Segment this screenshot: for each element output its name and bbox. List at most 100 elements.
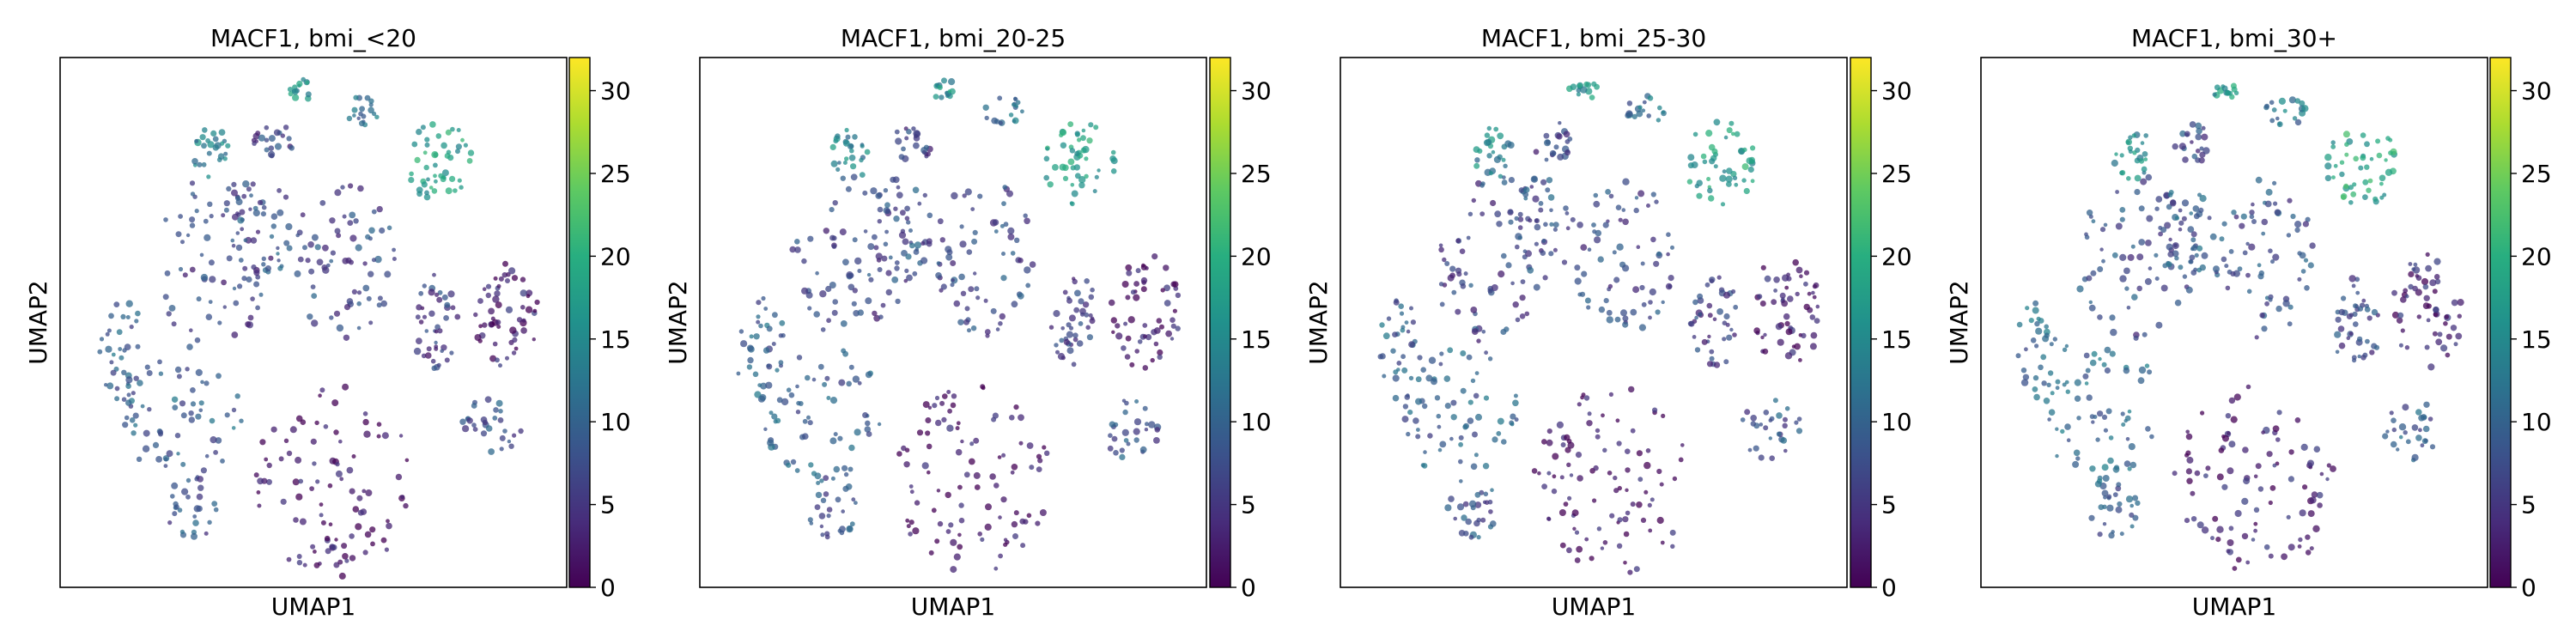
scatter-point	[2375, 138, 2381, 144]
scatter-point	[1400, 325, 1406, 330]
scatter-point	[446, 149, 452, 155]
scatter-point	[137, 380, 143, 386]
scatter-point	[420, 125, 426, 131]
scatter-point	[201, 143, 207, 149]
scatter-point	[2423, 295, 2430, 301]
scatter-point	[1638, 324, 1646, 331]
scatter-point	[881, 255, 888, 262]
scatter-point	[844, 127, 849, 133]
scatter-point	[1054, 343, 1059, 348]
scatter-point	[848, 466, 854, 472]
scatter-point	[125, 376, 133, 384]
scatter-point	[2384, 158, 2388, 162]
scatter-point	[1768, 436, 1772, 440]
scatter-point	[1706, 177, 1711, 181]
colorbar-tick-label: 5	[600, 491, 616, 519]
scatter-point	[1620, 309, 1627, 317]
scatter-point	[1781, 300, 1789, 307]
scatter-point	[347, 220, 354, 226]
scatter-point	[1009, 415, 1015, 421]
scatter-point	[1459, 248, 1466, 255]
colorbar-tick-label: 5	[1881, 491, 1897, 519]
scatter-point	[455, 149, 460, 155]
scatter-point	[1071, 190, 1078, 197]
scatter-point	[1160, 288, 1165, 293]
scatter-point	[431, 188, 438, 194]
scatter-point	[2131, 294, 2138, 301]
scatter-point	[428, 185, 434, 190]
scatter-point	[1043, 155, 1050, 162]
scatter-point	[2190, 231, 2197, 238]
scatter-point	[2028, 318, 2034, 324]
scatter-point	[883, 241, 889, 247]
scatter-point	[1393, 299, 1400, 306]
scatter-point	[837, 161, 841, 165]
scatter-point	[283, 240, 290, 246]
scatter-point	[1577, 402, 1582, 407]
scatter-point	[2095, 437, 2100, 442]
scatter-point	[364, 94, 371, 101]
scatter-point	[2089, 465, 2096, 472]
scatter-point	[1613, 475, 1618, 481]
scatter-point	[962, 193, 967, 198]
scatter-point	[368, 98, 374, 104]
scatter-point	[1524, 311, 1530, 317]
scatter-point	[422, 150, 428, 155]
scatter-point	[110, 369, 117, 376]
scatter-point	[2072, 460, 2080, 468]
scatter-point	[914, 133, 919, 139]
scatter-point	[1011, 301, 1018, 308]
scatter-point	[1556, 133, 1563, 140]
axes-frame	[1340, 57, 1848, 588]
scatter-point	[1589, 556, 1595, 562]
scatter-point	[1731, 131, 1735, 137]
scatter-point	[2189, 121, 2196, 128]
scatter-point	[2201, 526, 2209, 534]
scatter-point	[2193, 213, 2200, 220]
scatter-point	[2423, 401, 2430, 408]
scatter-point	[926, 238, 933, 245]
scatter-point	[1591, 222, 1596, 228]
scatter-point	[460, 137, 465, 143]
scatter-point	[499, 434, 506, 441]
scatter-point	[144, 364, 150, 370]
scatter-point	[1487, 356, 1493, 361]
scatter-point	[415, 314, 421, 320]
scatter-point	[368, 227, 375, 234]
scatter-point	[1803, 281, 1808, 287]
scatter-point	[1576, 88, 1582, 94]
scatter-point	[1123, 321, 1128, 326]
scatter-point	[1491, 284, 1498, 291]
scatter-point	[905, 253, 912, 260]
scatter-point	[376, 422, 382, 428]
scatter-point	[2427, 416, 2433, 422]
scatter-point	[2300, 443, 2308, 452]
scatter-point	[286, 245, 293, 252]
scatter-point	[1563, 501, 1569, 507]
scatter-point	[1580, 86, 1588, 94]
scatter-point	[322, 244, 329, 252]
scatter-point	[1652, 407, 1658, 413]
scatter-point	[771, 413, 778, 420]
x-axis-label: UMAP1	[271, 592, 356, 621]
colorbar-tick-label: 0	[600, 574, 616, 602]
scatter-point	[457, 178, 462, 183]
scatter-point	[1024, 266, 1031, 274]
scatter-point	[2136, 253, 2144, 261]
scatter-point	[1438, 246, 1444, 253]
scatter-point	[311, 319, 319, 327]
scatter-point	[534, 299, 540, 306]
scatter-point	[1508, 177, 1515, 184]
scatter-point	[1728, 120, 1735, 126]
scatter-point	[2330, 144, 2336, 149]
scatter-point	[113, 301, 120, 307]
scatter-point	[319, 387, 325, 393]
scatter-point	[333, 310, 341, 317]
scatter-point	[2261, 430, 2265, 434]
scatter-point	[278, 456, 284, 462]
scatter-point	[2390, 440, 2397, 448]
scatter-point	[998, 515, 1002, 519]
scatter-point	[1461, 514, 1467, 521]
scatter-point	[195, 368, 203, 376]
scatter-point	[2216, 473, 2224, 481]
